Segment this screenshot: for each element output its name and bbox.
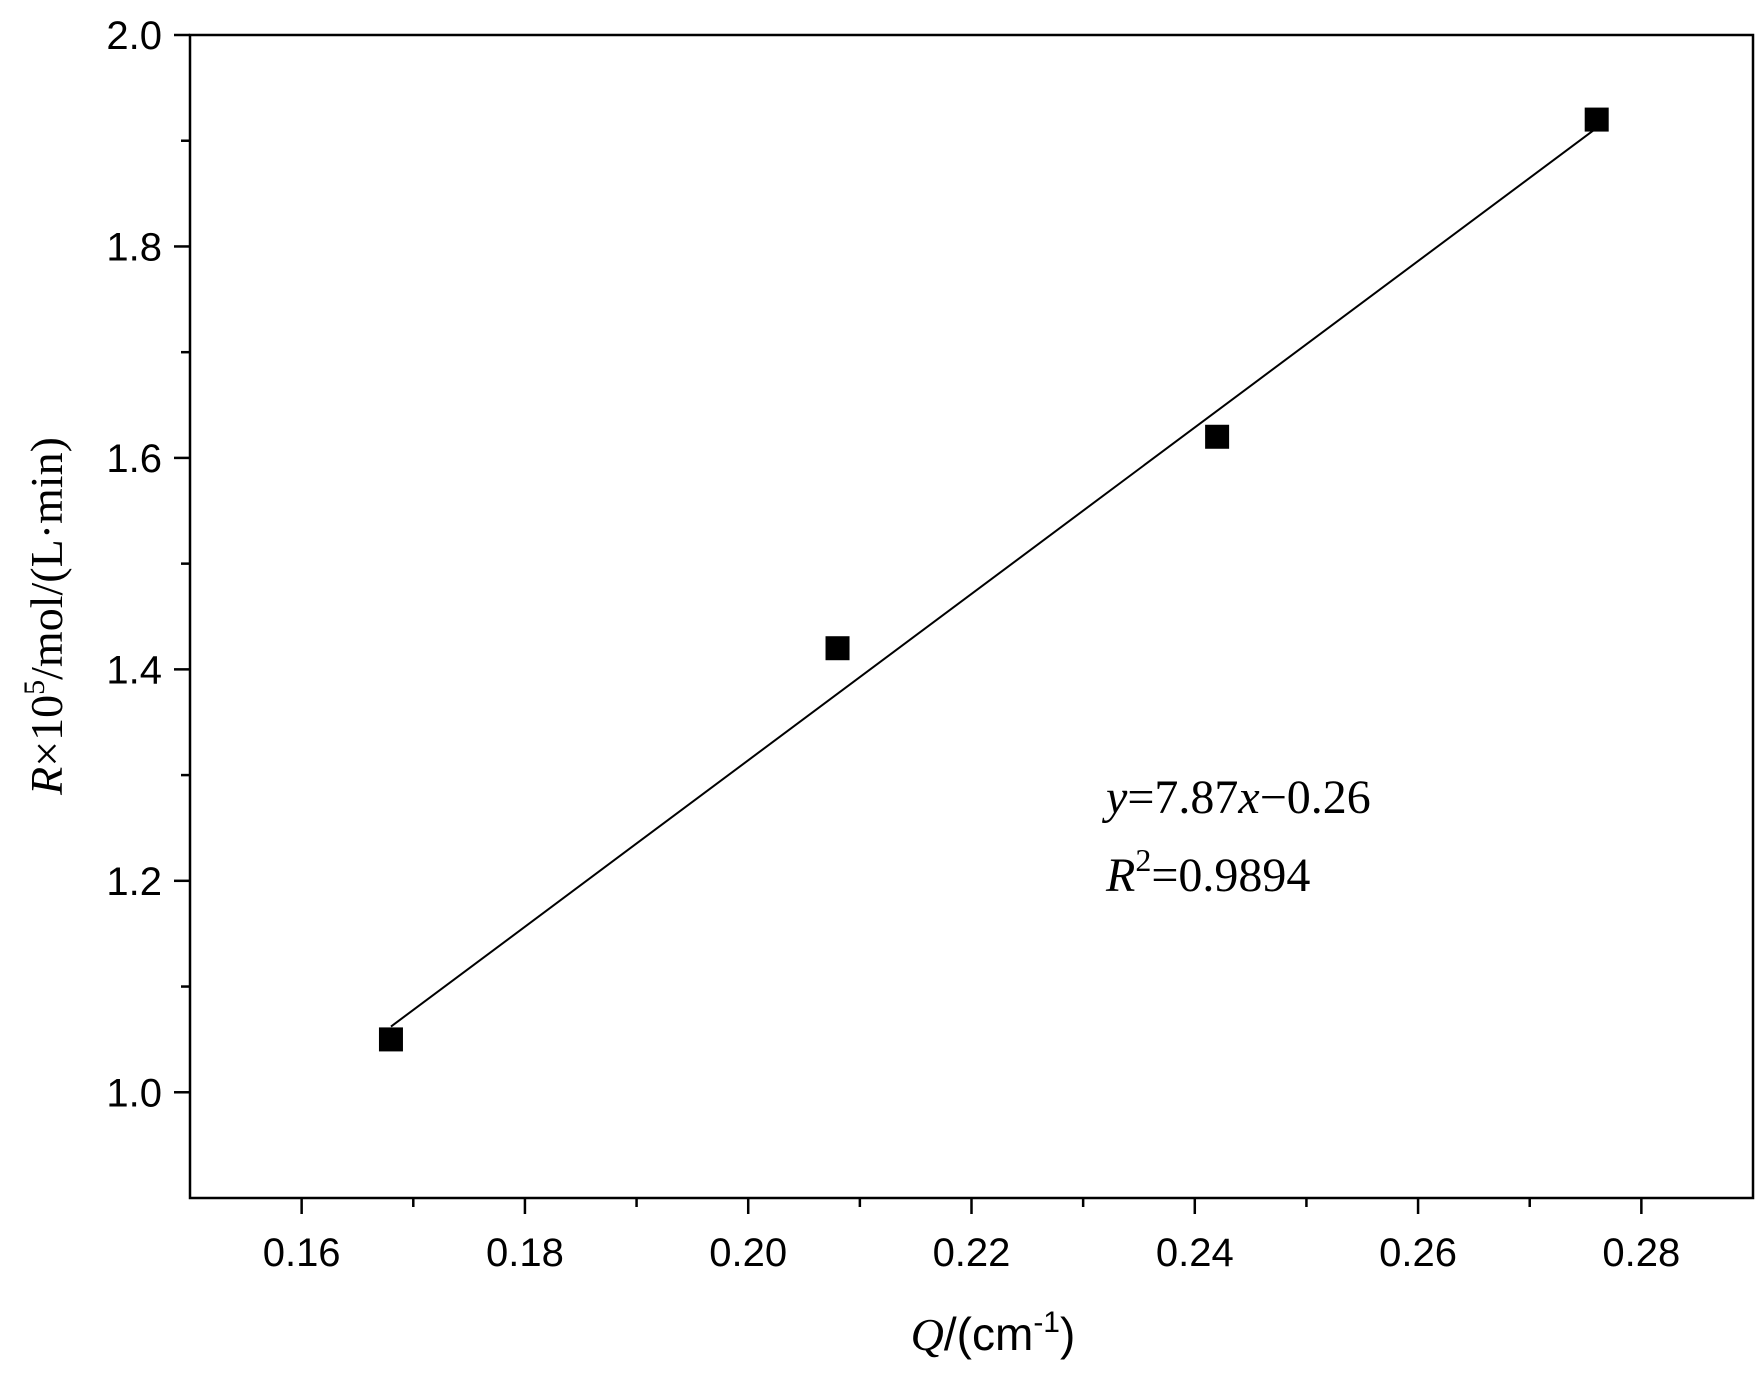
- y-tick-label: 1.4: [106, 648, 162, 692]
- y-axis-unit: /mol/(L·min): [21, 437, 72, 680]
- r2-exp: 2: [1135, 842, 1151, 878]
- x-axis-unit-close: ): [1060, 1308, 1075, 1360]
- x-tick-label: 0.16: [263, 1231, 341, 1275]
- r2-var: R: [1105, 849, 1135, 902]
- y-tick-label: 1.8: [106, 225, 162, 269]
- data-point: [1584, 107, 1609, 132]
- x-axis-unit-open: /(cm: [944, 1308, 1033, 1360]
- fit-eq-mid: =7.87: [1127, 771, 1238, 824]
- data-point: [1205, 424, 1230, 449]
- x-tick-label: 0.20: [709, 1231, 787, 1275]
- fit-eq-x: x: [1237, 771, 1259, 824]
- x-axis-var: Q: [911, 1309, 944, 1360]
- fit-r-squared: R2=0.9894: [1105, 842, 1310, 902]
- x-tick-label: 0.24: [1156, 1231, 1234, 1275]
- r2-val: =0.9894: [1151, 849, 1310, 902]
- plot-frame: [188, 33, 1755, 1200]
- x-axis-title: Q/(cm-1): [911, 1306, 1076, 1360]
- y-axis-title: R×105/mol/(L·min): [18, 437, 72, 796]
- fit-line-layer: [390, 127, 1598, 1028]
- y-axis-mult: ×10: [21, 695, 72, 767]
- y-axis-var: R: [21, 767, 72, 796]
- x-tick-label: 0.26: [1379, 1231, 1457, 1275]
- y-tick-label: 1.6: [106, 437, 162, 481]
- y-tick-label: 1.0: [106, 1071, 162, 1115]
- fit-line: [390, 127, 1598, 1028]
- y-tick-label: 2.0: [106, 14, 162, 58]
- data-points: [378, 107, 1609, 1052]
- y-axis-exp: 5: [18, 680, 51, 695]
- fit-equation: y=7.87x−0.26: [1101, 771, 1371, 824]
- x-tick-label: 0.22: [933, 1231, 1011, 1275]
- x-tick-label: 0.18: [486, 1231, 564, 1275]
- data-point: [825, 636, 850, 661]
- y-axis: 1.0 1.2 1.4 1.6 1.8 2.0: [106, 14, 190, 1115]
- y-tick-label: 1.2: [106, 860, 162, 904]
- data-point: [378, 1027, 403, 1052]
- x-tick-label: 0.28: [1602, 1231, 1680, 1275]
- x-axis-unit-exp: -1: [1033, 1306, 1060, 1339]
- fit-eq-end: −0.26: [1260, 771, 1371, 824]
- x-axis: 0.16 0.18 0.20 0.22 0.24 0.26 0.28: [263, 1198, 1680, 1275]
- fit-eq-y: y: [1101, 771, 1128, 824]
